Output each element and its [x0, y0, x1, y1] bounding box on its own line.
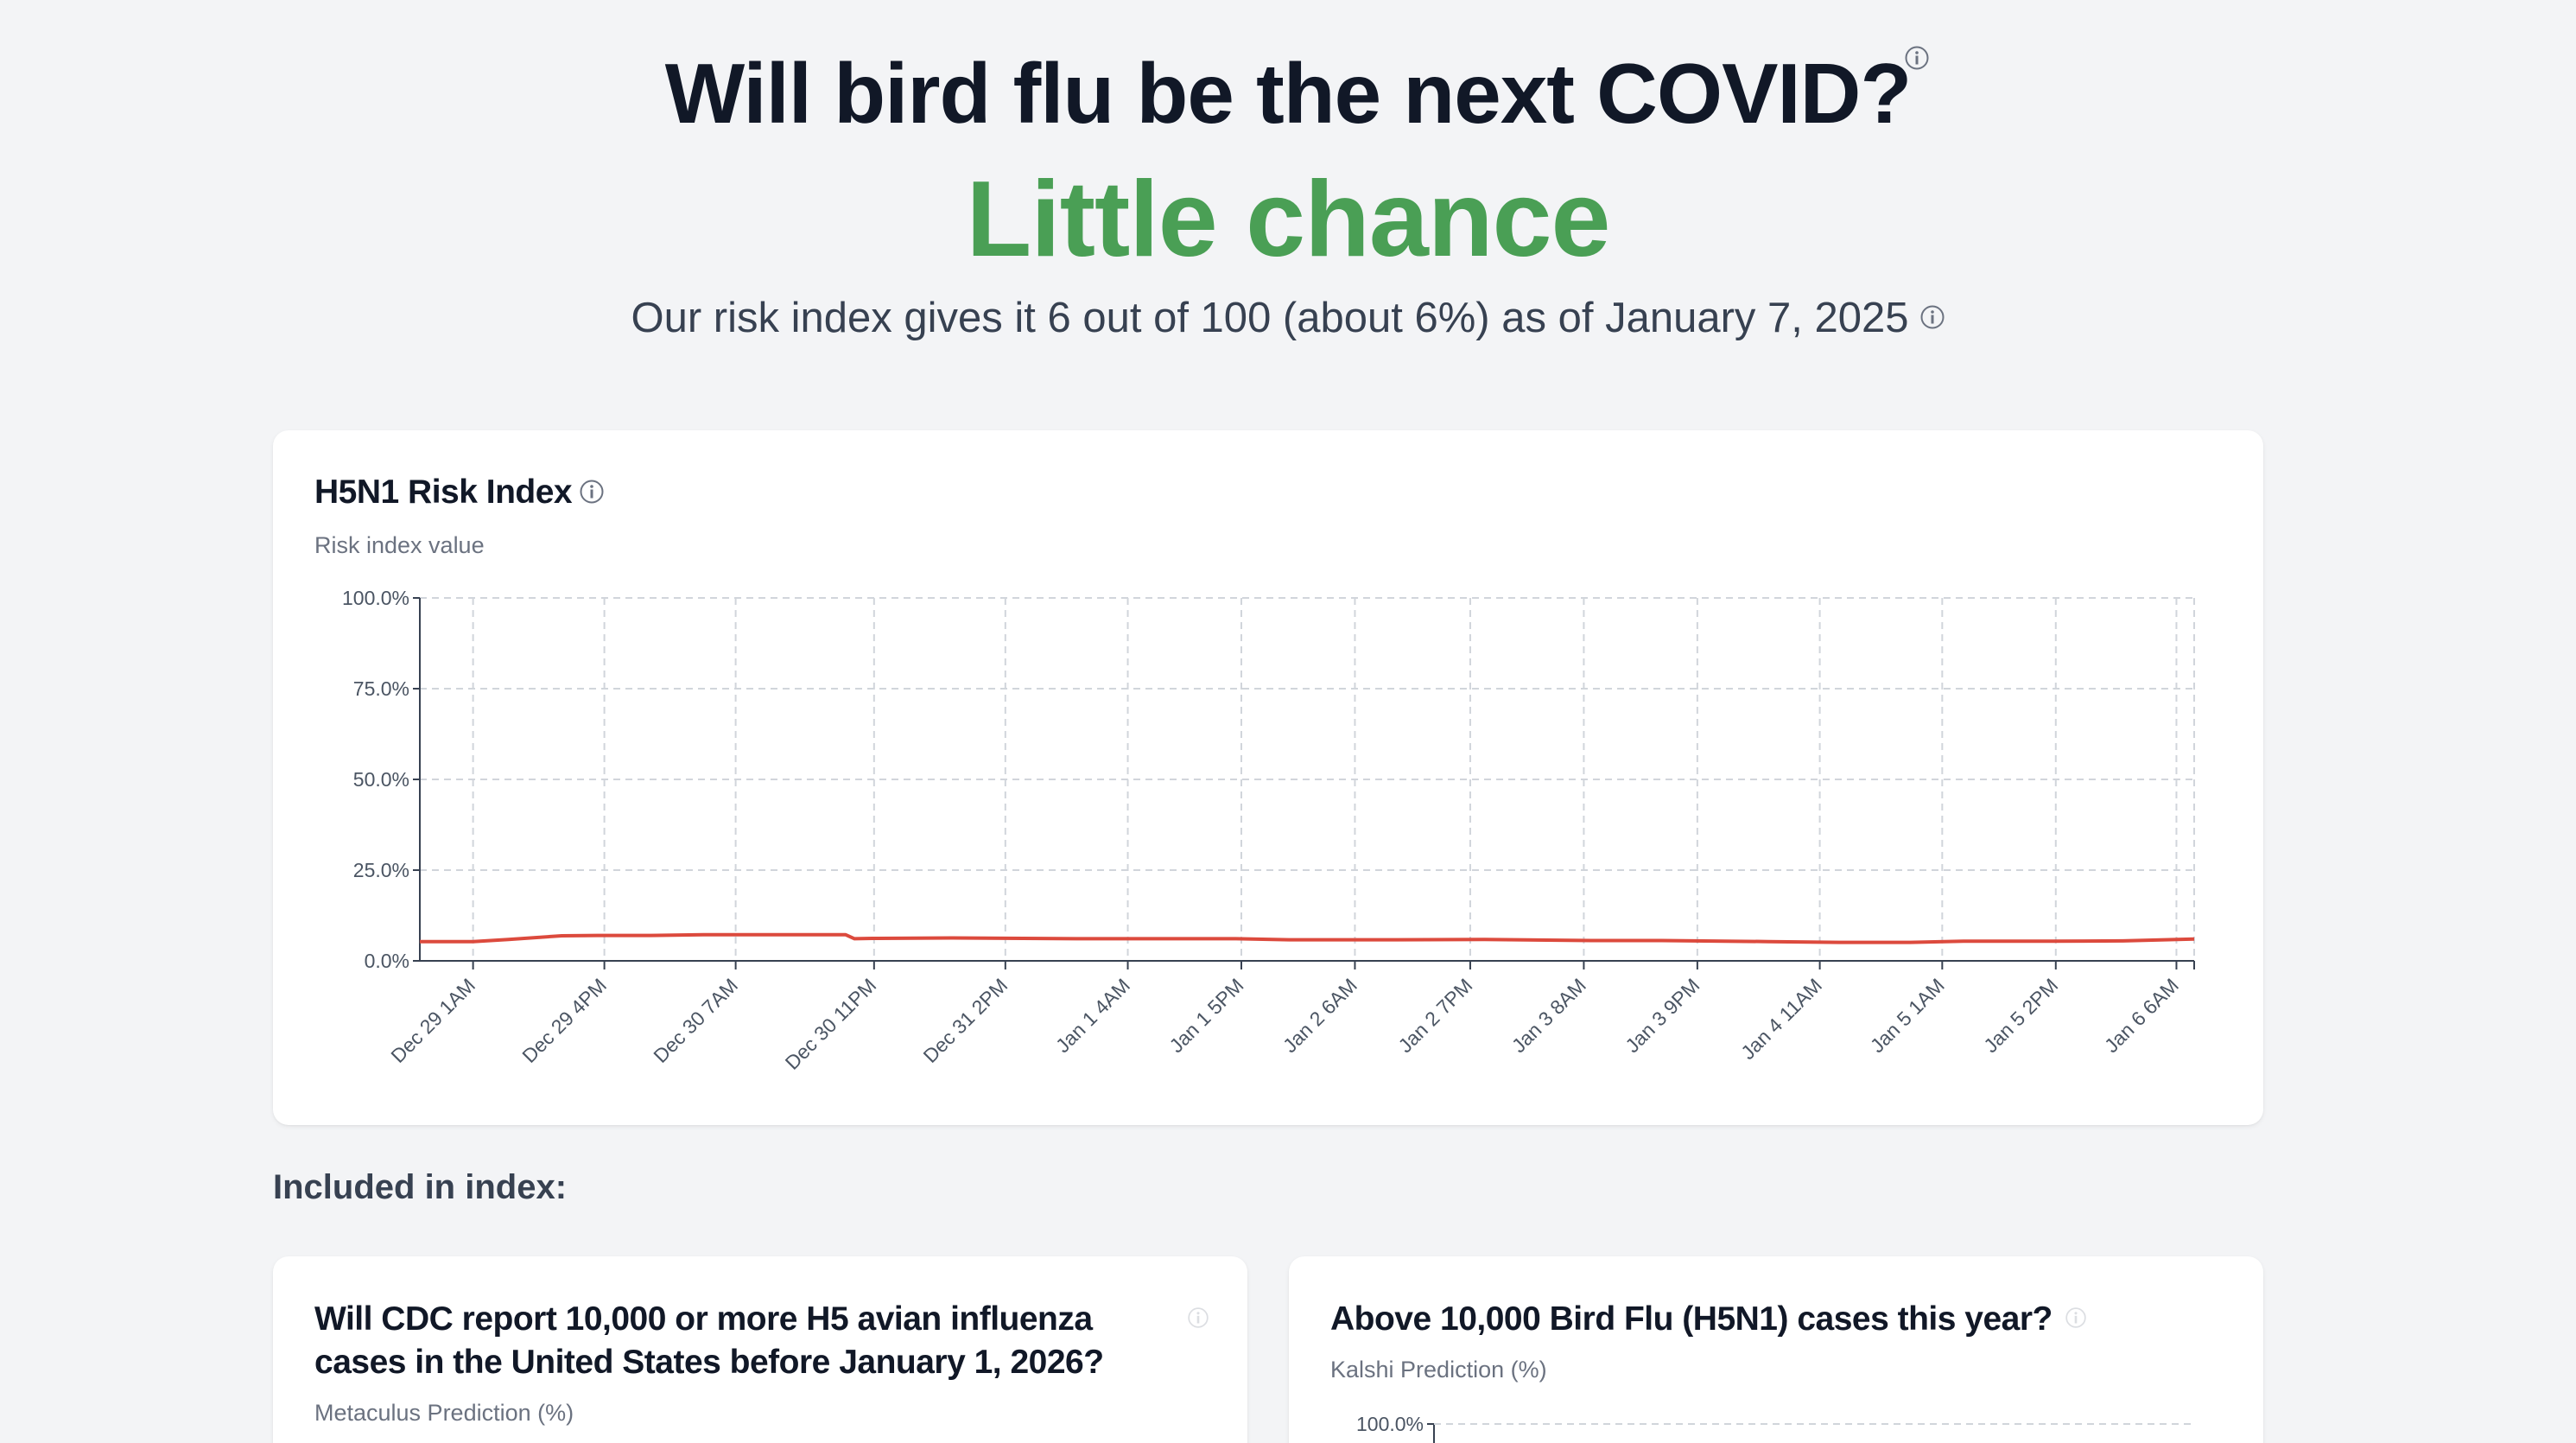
verdict-text: Little chance	[966, 160, 1611, 279]
included-heading: Included in index:	[273, 1168, 568, 1206]
y-tick-label: 50.0%	[353, 768, 409, 791]
risk-summary: Our risk index gives it 6 out of 100 (ab…	[0, 290, 2576, 346]
info-icon[interactable]	[579, 479, 605, 505]
x-tick-label: Dec 30 7AM	[649, 974, 742, 1067]
info-icon[interactable]	[1919, 304, 1945, 330]
x-tick-label: Jan 3 8AM	[1507, 974, 1590, 1057]
kalshi-y-tick-label: 100.0%	[1356, 1413, 1424, 1435]
y-tick-label: 75.0%	[353, 677, 409, 700]
card-subtitle: Risk index value	[314, 532, 485, 558]
x-tick-label: Jan 6 6AM	[2100, 974, 2183, 1057]
x-tick-label: Jan 5 2PM	[1979, 974, 2062, 1057]
x-tick-label: Jan 2 7PM	[1393, 974, 1476, 1057]
risk-summary-text: Our risk index gives it 6 out of 100 (ab…	[631, 295, 1909, 341]
x-tick-label: Jan 2 6AM	[1278, 974, 1361, 1057]
risk-index-chart: 0.0% 25.0% 50.0% 75.0% 100.0% Dec 29 1AM Dec 2…	[342, 587, 2195, 1074]
kalshi-card-subtitle: Kalshi Prediction (%)	[1330, 1357, 1547, 1383]
metaculus-card[interactable]: Will CDC report 10,000 or more H5 avian …	[273, 1256, 1247, 1443]
metaculus-card-title: Will CDC report 10,000 or more H5 avian …	[314, 1300, 1104, 1381]
kalshi-card[interactable]: Above 10,000 Bird Flu (H5N1) cases this …	[1289, 1256, 2263, 1443]
y-tick-label: 0.0%	[365, 950, 409, 972]
info-icon[interactable]	[1904, 45, 1930, 71]
card-title: H5N1 Risk Index	[314, 474, 573, 511]
y-tick-label: 25.0%	[353, 859, 409, 881]
x-tick-label: Jan 3 9PM	[1621, 974, 1704, 1057]
x-tick-label: Jan 4 11AM	[1736, 974, 1826, 1064]
y-tick-label: 100.0%	[342, 587, 409, 609]
x-tick-label: Dec 29 4PM	[517, 974, 611, 1067]
x-tick-label: Dec 31 2PM	[918, 974, 1012, 1067]
x-tick-label: Dec 30 11PM	[781, 974, 881, 1074]
risk-index-card: H5N1 Risk Index Risk index value 0.0% 25.…	[273, 430, 2263, 1125]
kalshi-card-title: Above 10,000 Bird Flu (H5N1) cases this …	[1330, 1300, 2053, 1338]
x-tick-label: Jan 1 4AM	[1051, 974, 1134, 1057]
x-tick-label: Jan 1 5PM	[1164, 974, 1247, 1057]
info-icon[interactable]	[2065, 1306, 2087, 1329]
page-title: Will bird flu be the next COVID?	[664, 46, 1913, 141]
x-tick-label: Jan 5 1AM	[1866, 974, 1949, 1057]
kalshi-mini-chart: 100.0%	[1356, 1413, 2196, 1443]
x-tick-label: Dec 29 1AM	[386, 974, 479, 1067]
info-icon[interactable]	[1187, 1306, 1209, 1329]
risk-index-line	[420, 932, 2195, 944]
metaculus-card-subtitle: Metaculus Prediction (%)	[314, 1400, 574, 1426]
